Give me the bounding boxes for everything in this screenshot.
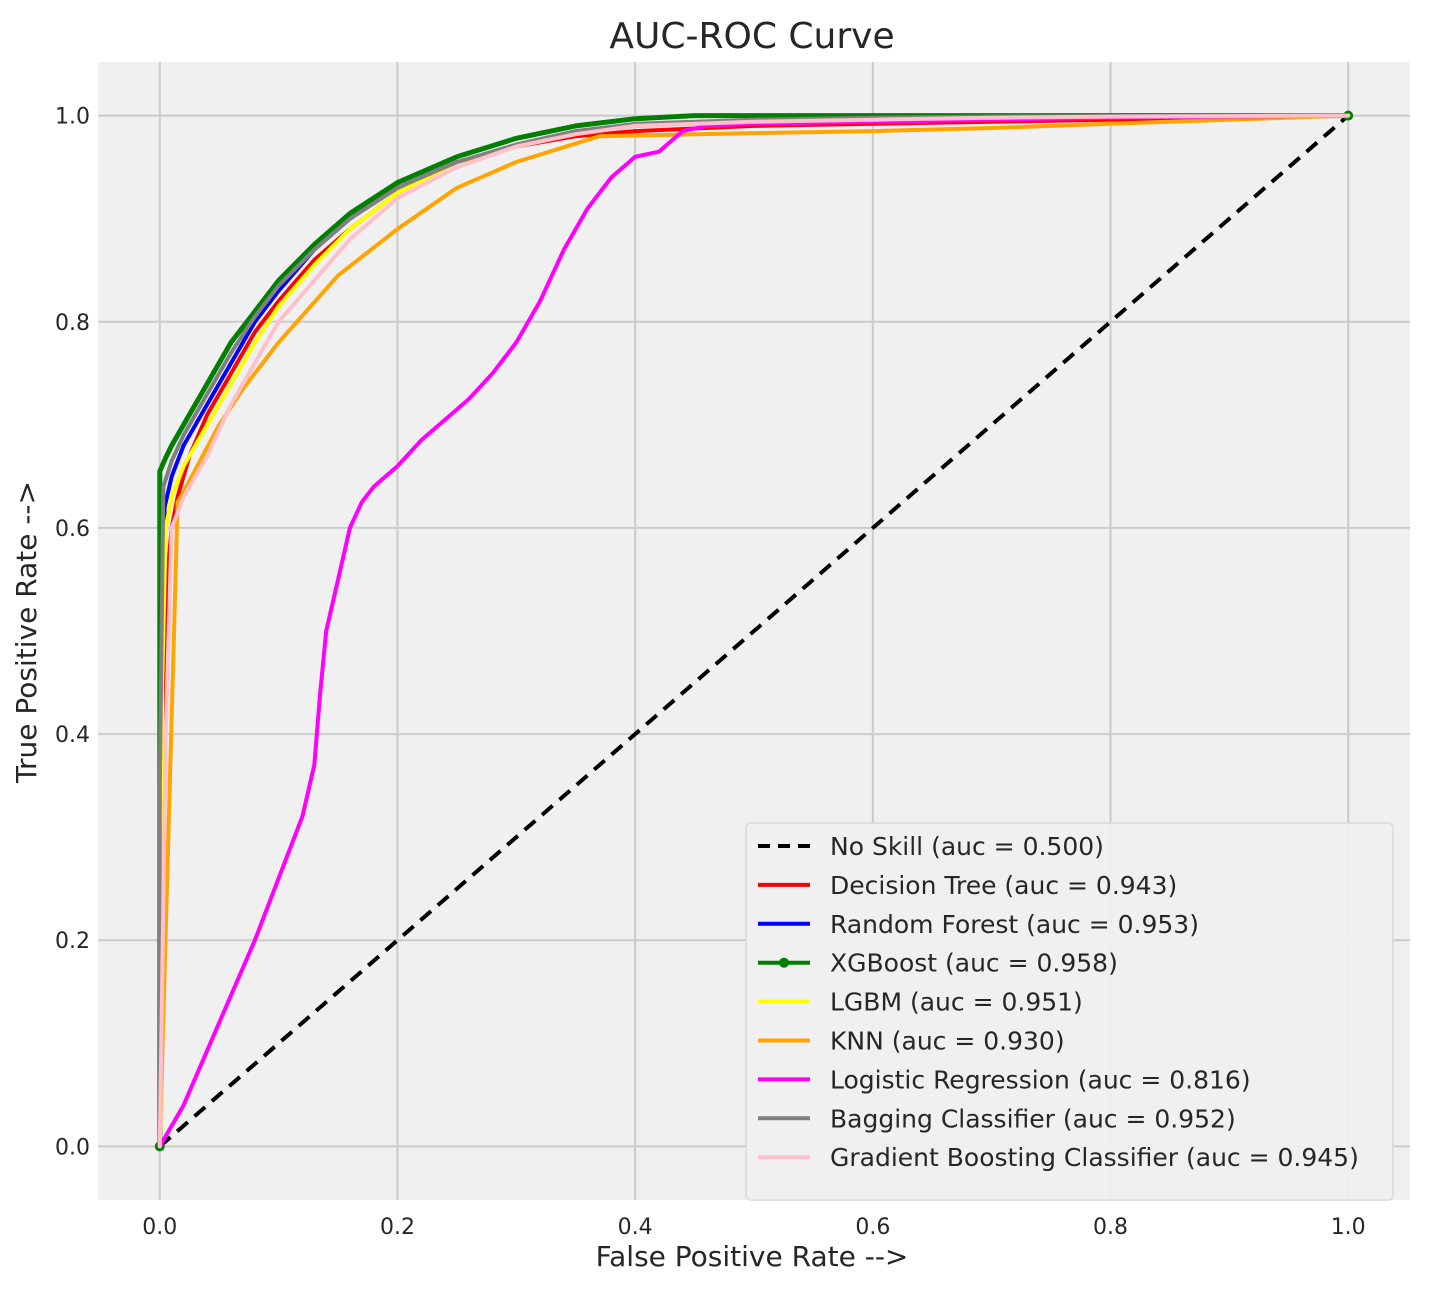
legend-label: XGBoost (auc = 0.958) <box>830 949 1118 978</box>
y-axis-label: True Positive Rate --> <box>10 481 43 784</box>
x-tick-label: 0.6 <box>855 1215 890 1240</box>
y-tick-label: 0.6 <box>55 517 90 542</box>
legend-marker <box>779 957 789 968</box>
series-line <box>158 114 1350 1148</box>
legend-label: Random Forest (auc = 0.953) <box>830 910 1199 939</box>
y-tick-label: 0.8 <box>55 311 90 336</box>
series-line <box>157 113 1351 1149</box>
legend-label: LGBM (auc = 0.951) <box>830 988 1083 1017</box>
legend-label: KNN (auc = 0.930) <box>830 1027 1065 1056</box>
x-tick-label: 0.8 <box>1093 1215 1128 1240</box>
x-tick-label: 0.2 <box>380 1215 415 1240</box>
legend-label: Logistic Regression (auc = 0.816) <box>830 1065 1251 1094</box>
series-line <box>157 113 1351 1149</box>
legend-label: Bagging Classifier (auc = 0.952) <box>830 1104 1236 1133</box>
y-tick-label: 0.0 <box>55 1135 90 1160</box>
y-tick-label: 0.4 <box>55 723 90 748</box>
x-tick-label: 0.0 <box>142 1215 177 1240</box>
x-axis-label: False Positive Rate --> <box>596 1240 909 1273</box>
y-tick-label: 0.2 <box>55 929 90 954</box>
series-line <box>157 113 1351 1149</box>
chart-title: AUC-ROC Curve <box>609 16 894 57</box>
legend-box <box>745 822 1394 1201</box>
x-tick-label: 1.0 <box>1331 1215 1366 1240</box>
legend: No Skill (auc = 0.500) Decision Tree (auc… <box>745 822 1394 1201</box>
legend-label: No Skill (auc = 0.500) <box>830 832 1104 861</box>
legend-label: Gradient Boosting Classifier (auc = 0.94… <box>830 1143 1359 1172</box>
legend-label: Decision Tree (auc = 0.943) <box>830 871 1177 900</box>
x-tick-label: 0.4 <box>618 1215 653 1240</box>
y-tick-label: 1.0 <box>55 105 90 130</box>
